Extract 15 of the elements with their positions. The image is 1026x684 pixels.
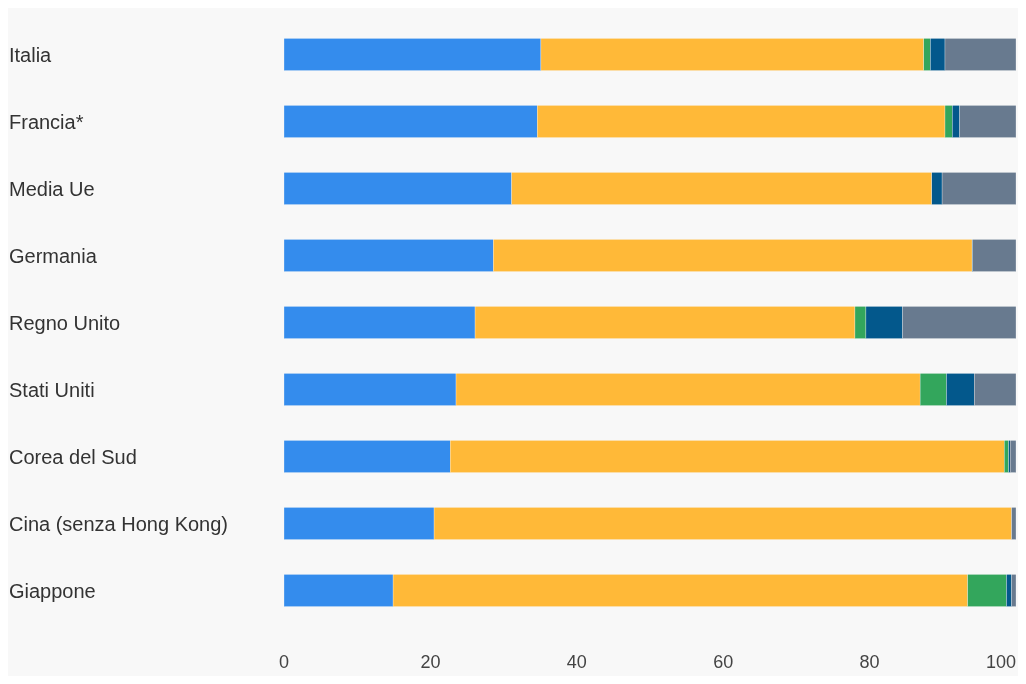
y-tick-label: Germania <box>9 244 98 267</box>
y-tick-label: Stati Uniti <box>9 378 95 401</box>
y-tick-label: Corea del Sud <box>9 445 137 468</box>
y-tick-label: Italia <box>9 43 53 66</box>
x-tick-label: 60 <box>713 652 734 672</box>
x-tick-label: 20 <box>420 652 441 672</box>
x-tick-label: 40 <box>566 652 587 672</box>
y-tick-label: Francia* <box>9 110 84 133</box>
y-tick-label: Giappone <box>9 579 96 602</box>
x-tick-label: 0 <box>278 652 290 672</box>
y-tick-label: Media Ue <box>9 177 95 200</box>
x-tick-label: 80 <box>859 652 880 672</box>
y-tick-label: Cina (senza Hong Kong) <box>9 512 229 535</box>
x-tick-label: 100 <box>985 652 1016 672</box>
y-tick-label: Regno Unito <box>9 311 121 334</box>
